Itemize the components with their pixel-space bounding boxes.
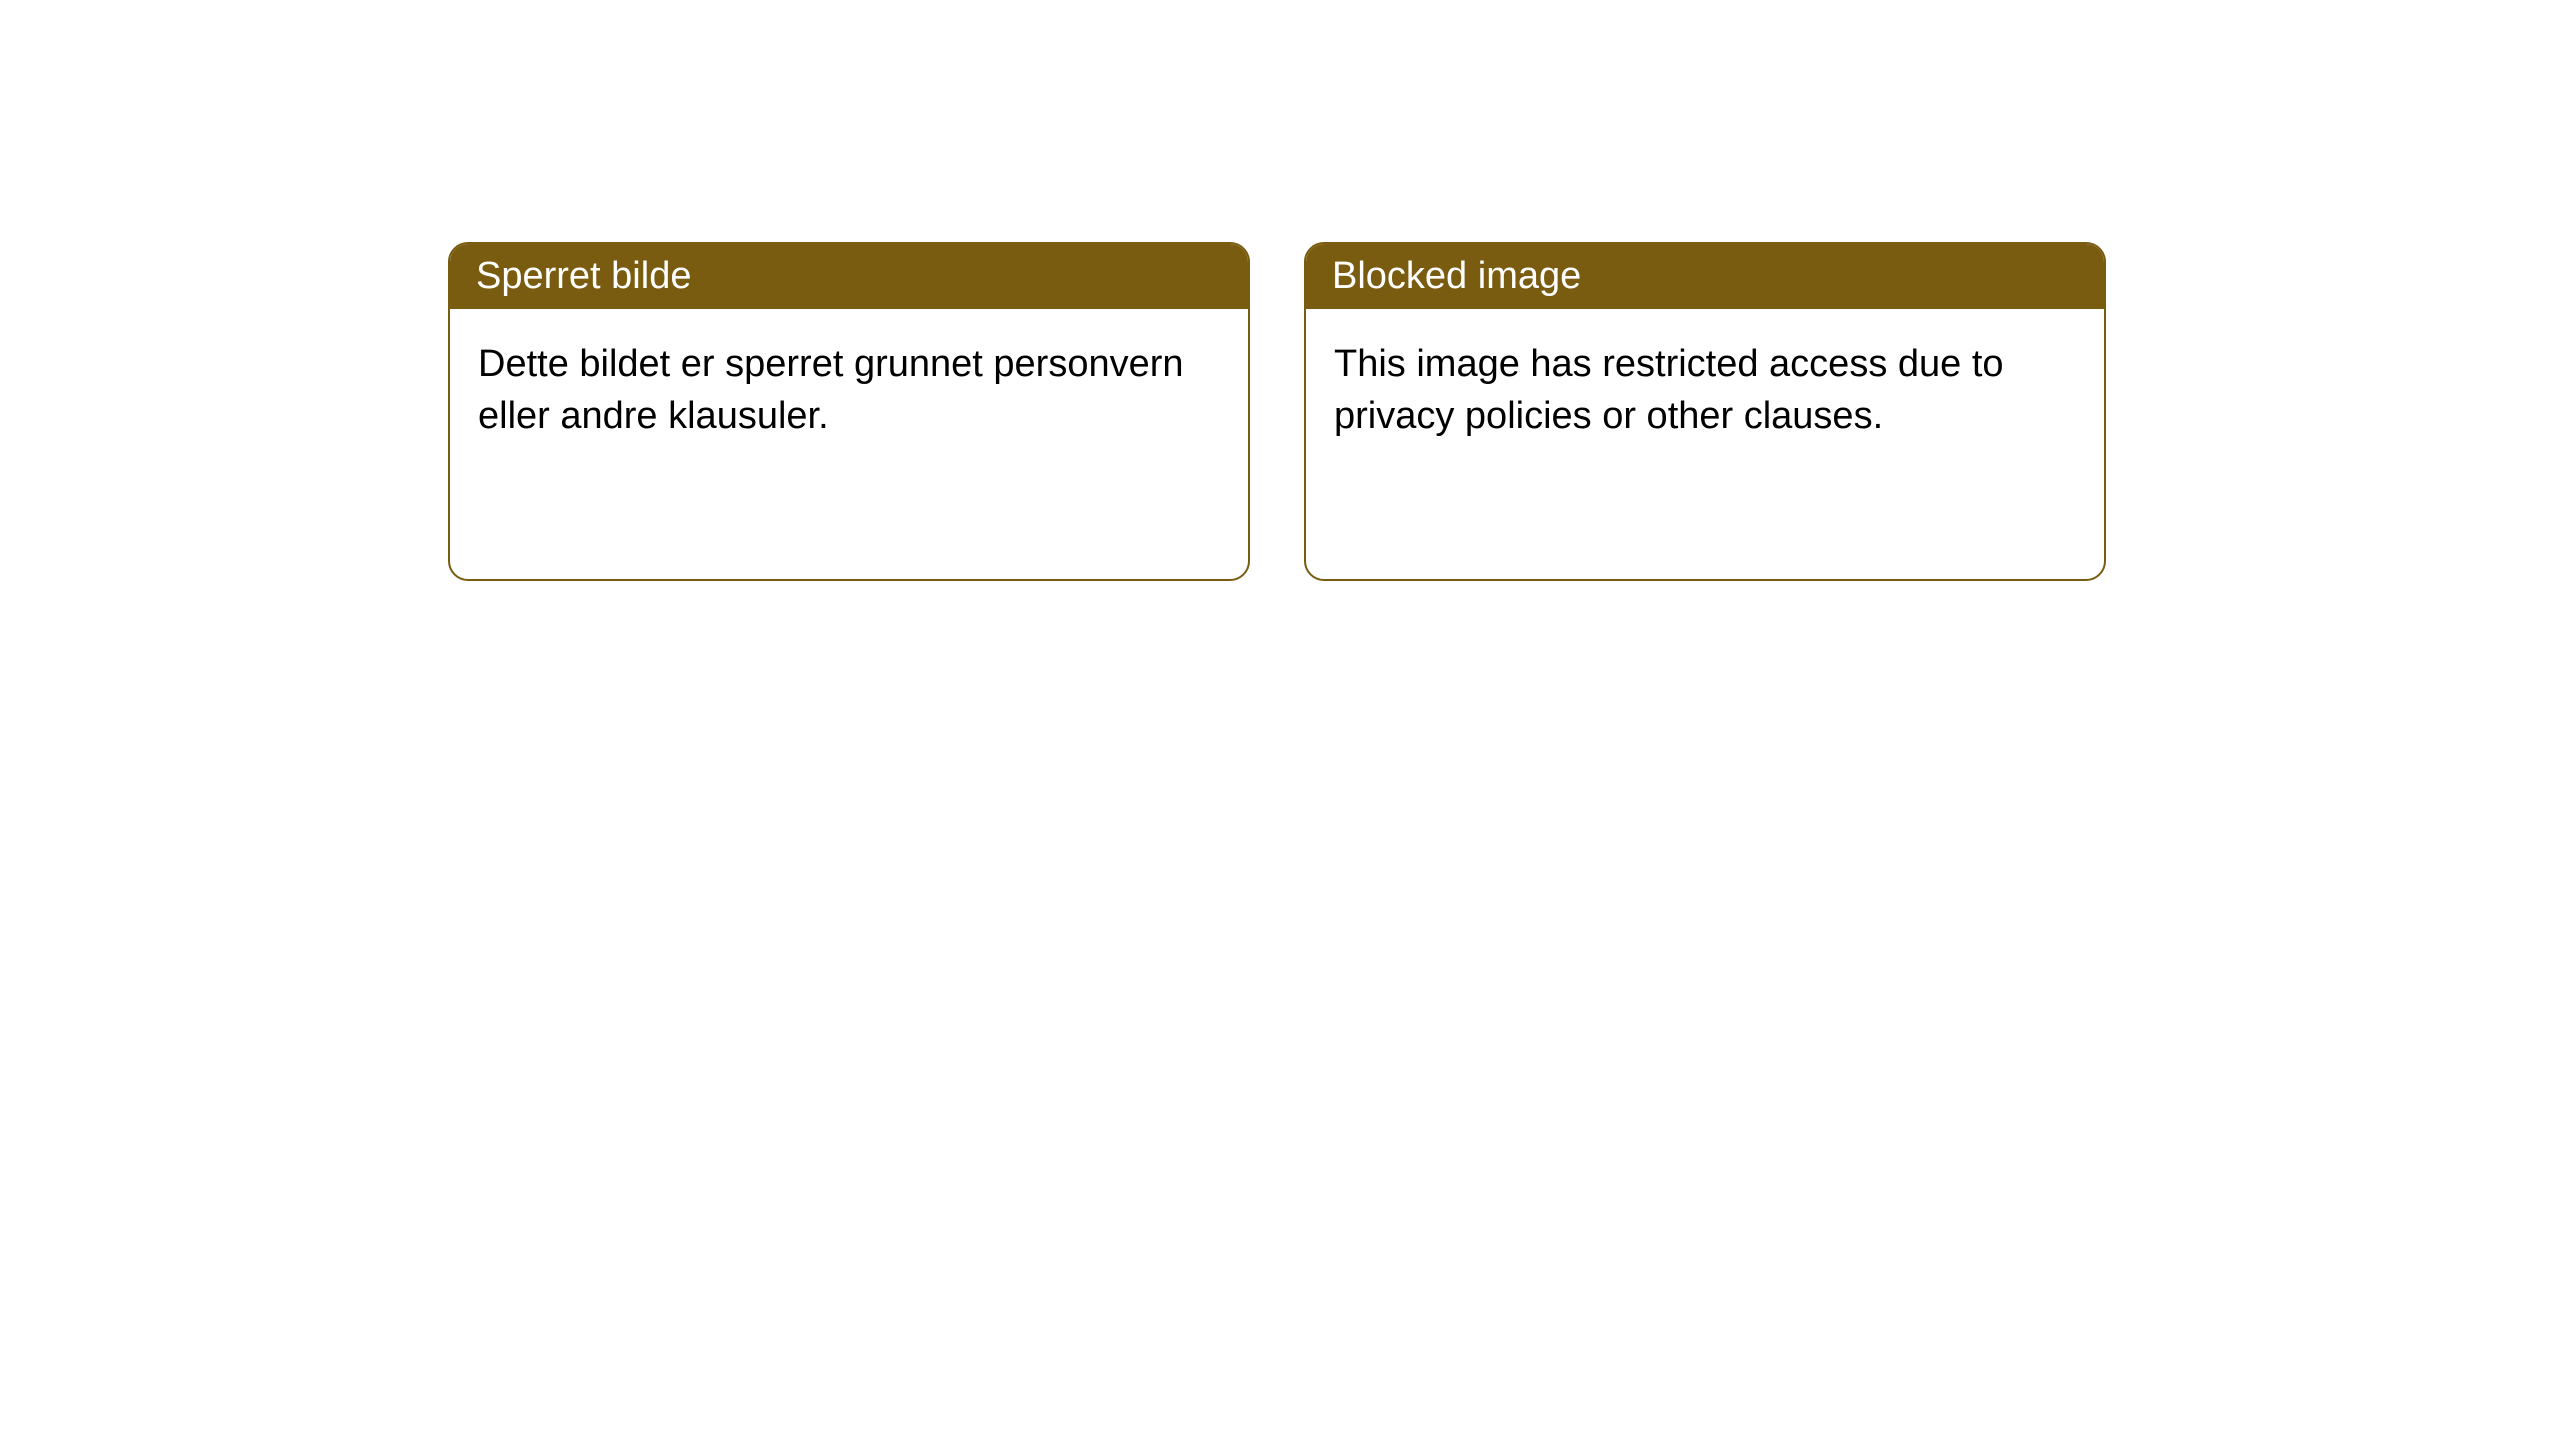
card-body-no: Dette bildet er sperret grunnet personve… xyxy=(450,309,1248,579)
card-header-en: Blocked image xyxy=(1306,244,2104,309)
card-body-en: This image has restricted access due to … xyxy=(1306,309,2104,579)
card-header-no: Sperret bilde xyxy=(450,244,1248,309)
notice-container: Sperret bilde Dette bildet er sperret gr… xyxy=(0,0,2560,581)
blocked-image-card-no: Sperret bilde Dette bildet er sperret gr… xyxy=(448,242,1250,581)
blocked-image-card-en: Blocked image This image has restricted … xyxy=(1304,242,2106,581)
